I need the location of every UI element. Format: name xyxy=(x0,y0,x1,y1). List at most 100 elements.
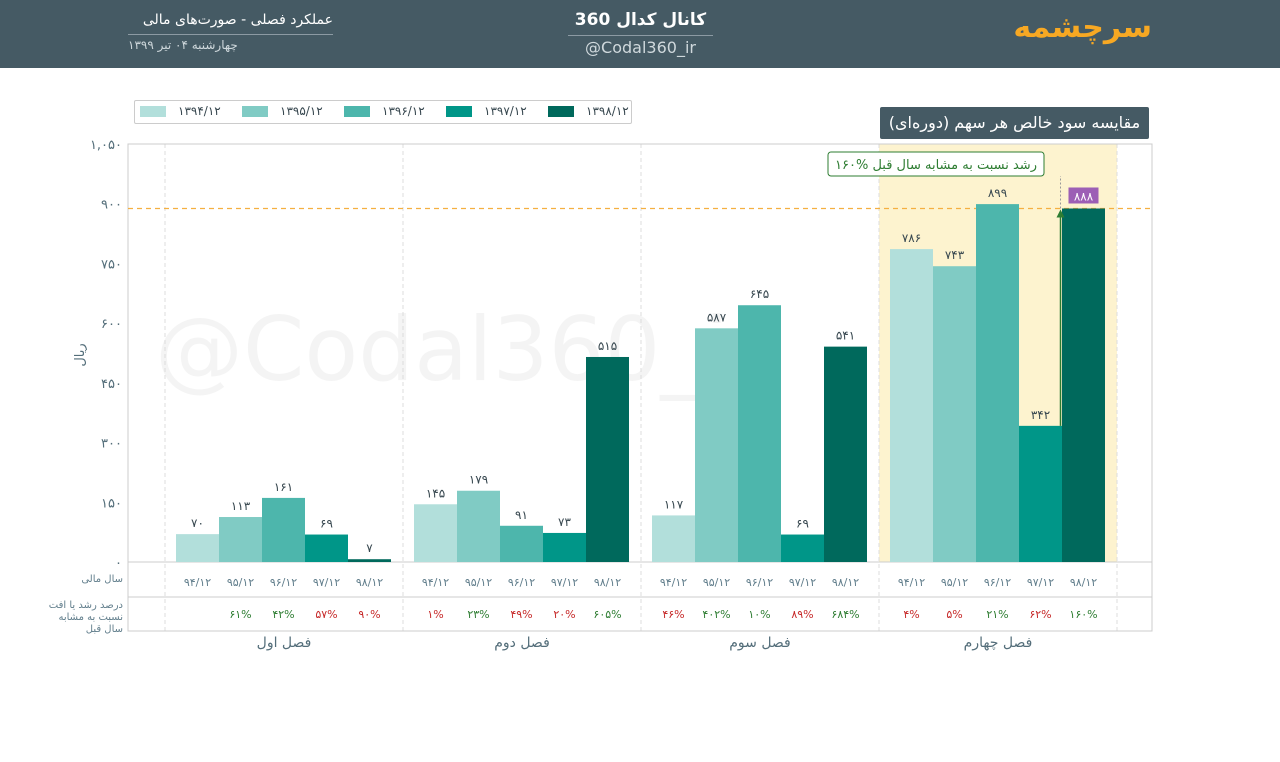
value-label: ۹۱ xyxy=(515,508,528,522)
legend-label: ۱۳۹۷/۱۲ xyxy=(484,104,527,118)
value-label: ۱۱۷ xyxy=(664,497,684,511)
x-tick-label: ۹۷/۱۲ xyxy=(313,576,340,589)
bar xyxy=(652,515,695,562)
legend-swatch xyxy=(446,106,472,117)
report-date: چهارشنبه ۰۴ تیر ۱۳۹۹ xyxy=(128,38,238,52)
legend-label: ۱۳۹۴/۱۲ xyxy=(178,104,221,118)
x-tick-label: ۹۷/۱۲ xyxy=(789,576,816,589)
x-tick-label: ۹۸/۱۲ xyxy=(594,576,621,589)
growth-percent-label: ۴۹% xyxy=(510,608,532,621)
bar xyxy=(738,305,781,562)
value-label: ۶۹ xyxy=(320,517,333,531)
growth-annotation: ۱۶۰% رشد نسبت به مشابه سال قبل xyxy=(835,158,1037,173)
bar xyxy=(500,525,543,562)
growth-percent-label: ۴۶% xyxy=(662,608,684,621)
value-label: ۶۹ xyxy=(796,517,809,531)
x-tick-label: ۹۴/۱۲ xyxy=(898,576,925,589)
growth-arrow-head xyxy=(1056,209,1065,218)
growth-annotation-box xyxy=(827,151,1045,177)
legend-swatch xyxy=(344,106,370,117)
x-tick-label: ۹۶/۱۲ xyxy=(508,576,535,589)
bar xyxy=(781,534,824,562)
plot-frame xyxy=(127,143,1153,632)
brand-logo: سرچشمه xyxy=(1013,10,1152,45)
value-label-highlight-bg xyxy=(1068,187,1099,204)
bar xyxy=(305,534,348,562)
bar xyxy=(219,517,262,562)
growth-percent-label: ۶۰۵% xyxy=(593,608,621,621)
bar xyxy=(176,534,219,562)
x-tick-label: ۹۸/۱۲ xyxy=(832,576,859,589)
x-tick-label: ۹۴/۱۲ xyxy=(422,576,449,589)
y-tick-label: ۱۵۰ xyxy=(101,496,122,511)
bar xyxy=(543,532,586,562)
value-label: ۱۱۳ xyxy=(231,499,251,513)
growth-percent-label: ۶۸۴% xyxy=(831,608,859,621)
x-tick-label: ۹۷/۱۲ xyxy=(551,576,578,589)
row-label-growth: سال قبل xyxy=(86,624,123,635)
x-tick-label: ۹۵/۱۲ xyxy=(465,576,492,589)
bar xyxy=(348,559,391,562)
value-label: ۷۳ xyxy=(558,515,571,529)
value-label: ۸۹۹ xyxy=(988,186,1007,200)
report-divider xyxy=(128,34,333,35)
growth-percent-label: ۹۰% xyxy=(358,608,380,621)
growth-percent-label: ۱۰% xyxy=(748,608,770,621)
watermark-text: @Codal360_ir xyxy=(155,298,766,401)
growth-percent-label: ۴۲% xyxy=(272,608,294,621)
x-tick-label: ۹۶/۱۲ xyxy=(746,576,773,589)
value-label: ۵۸۷ xyxy=(707,310,727,324)
bar xyxy=(414,504,457,562)
y-tick-label: ۷۵۰ xyxy=(101,257,122,272)
x-tick-label: ۹۶/۱۲ xyxy=(270,576,297,589)
bar xyxy=(695,328,738,562)
x-tick-label: ۹۴/۱۲ xyxy=(660,576,687,589)
y-tick-label: ۱,۰۵۰ xyxy=(90,138,122,153)
group-label: فصل دوم xyxy=(494,635,550,651)
legend-label: ۱۳۹۵/۱۲ xyxy=(280,104,323,118)
chart-legend: ۱۳۹۴/۱۲ ۱۳۹۵/۱۲ ۱۳۹۶/۱۲ ۱۳۹۷/۱۲ ۱۳۹۸/۱۲ xyxy=(134,100,632,124)
legend-swatch xyxy=(548,106,574,117)
bar xyxy=(586,356,629,562)
chart-title: مقایسه سود خالص هر سهم (دوره‌ای) xyxy=(880,107,1149,139)
value-label: ۵۱۵ xyxy=(598,339,617,353)
bar xyxy=(1019,425,1062,562)
value-label: ۷۰ xyxy=(191,516,204,530)
bar xyxy=(1062,208,1105,562)
channel-title: کانال کدال 360 xyxy=(574,10,707,30)
y-tick-label: ۴۵۰ xyxy=(101,377,122,392)
legend-label: ۱۳۹۶/۱۲ xyxy=(382,104,425,118)
growth-percent-label: ۱۶۰% xyxy=(1069,608,1097,621)
row-label-growth: درصد رشد یا افت xyxy=(49,600,123,611)
row-label-fiscal-year: سال مالی xyxy=(81,574,123,585)
growth-percent-label: ۲۱% xyxy=(986,608,1008,621)
value-label: ۳۴۲ xyxy=(1031,408,1050,422)
y-tick-label: ۳۰۰ xyxy=(101,437,122,452)
growth-percent-label: ۶۱% xyxy=(229,608,251,621)
value-label: ۷۴۳ xyxy=(945,248,965,262)
legend-swatch xyxy=(140,106,166,117)
report-title: عملکرد فصلی - صورت‌های مالی xyxy=(142,12,333,28)
group-label: فصل اول xyxy=(257,635,312,651)
value-label: ۵۴۱ xyxy=(836,329,855,343)
value-label: ۷۸۶ xyxy=(902,231,921,245)
x-tick-label: ۹۵/۱۲ xyxy=(703,576,730,589)
growth-percent-label: ۵% xyxy=(946,608,962,621)
y-tick-label: ۶۰۰ xyxy=(101,317,122,332)
bar xyxy=(262,497,305,562)
y-axis-label: ریال xyxy=(73,343,88,366)
growth-percent-label: ۲۳% xyxy=(467,608,489,621)
value-label: ۱۷۹ xyxy=(469,473,488,487)
growth-percent-label: ۴% xyxy=(903,608,919,621)
x-tick-label: ۹۸/۱۲ xyxy=(1070,576,1097,589)
value-label: ۱۶۱ xyxy=(274,480,293,494)
bar xyxy=(933,266,976,562)
growth-percent-label: ۵۷% xyxy=(315,608,337,621)
x-tick-label: ۹۷/۱۲ xyxy=(1027,576,1054,589)
group-label: فصل چهارم xyxy=(964,635,1033,651)
channel-handle: @Codal360_ir xyxy=(585,38,696,57)
channel-divider xyxy=(568,35,713,36)
bar xyxy=(890,249,933,562)
growth-percent-label: ۴۰۲% xyxy=(702,608,730,621)
